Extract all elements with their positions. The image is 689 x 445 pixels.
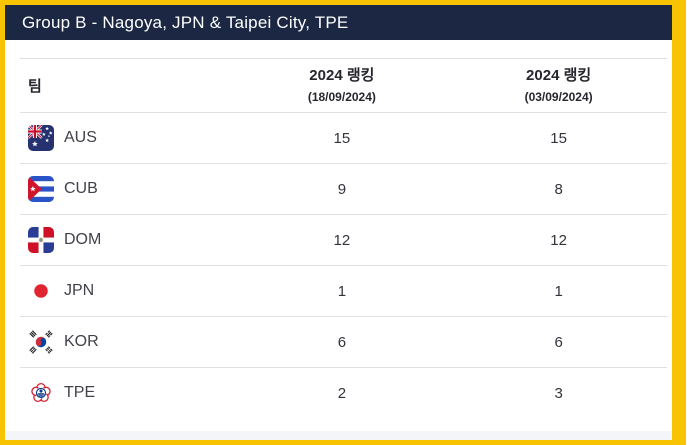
rank-previous: 15: [450, 112, 667, 164]
tpe-flag-icon: [28, 380, 54, 406]
panel-title: Group B - Nagoya, JPN & Taipei City, TPE: [22, 12, 349, 32]
team-cell: KOR: [20, 316, 234, 368]
team-code: JPN: [64, 282, 95, 299]
column-header-team: 팀: [20, 58, 234, 113]
rank-current: 12: [233, 214, 451, 266]
team-code: TPE: [64, 384, 96, 401]
rank-current: 15: [233, 112, 451, 164]
team-cell: JPN: [20, 265, 234, 317]
cub-flag-icon: [28, 176, 54, 202]
header-row: 팀 2024 랭킹 (18/09/2024) 2024 랭킹 (03/09/20…: [20, 58, 667, 113]
table-row: DOM 12 12: [20, 214, 667, 266]
dom-flag-icon: [28, 227, 54, 253]
team-cell: TPE: [20, 368, 234, 419]
rank-current: 2: [337, 384, 347, 402]
team-code: KOR: [64, 333, 99, 350]
rank-previous: 3: [554, 384, 563, 402]
rank-previous: 1: [450, 265, 667, 317]
team-code: DOM: [64, 231, 102, 248]
rank-current: 1: [233, 265, 451, 317]
team-code: AUS: [64, 129, 97, 146]
column-header-rank-current: 2024 랭킹 (18/09/2024): [233, 58, 451, 113]
team-cell: DOM: [20, 214, 234, 266]
column-header-rank-previous-date: (03/09/2024): [524, 89, 593, 104]
rank-current: 6: [233, 316, 451, 368]
team-cell: AUS: [20, 112, 234, 164]
table-row: JPN 1 1: [20, 265, 667, 317]
table-row: AUS 15 15: [20, 112, 667, 164]
column-header-rank-previous-label: 2024 랭킹: [526, 67, 592, 85]
rankings-table-body: AUS 15 15 CUB 9 8 DOM 12 12: [20, 112, 667, 419]
kor-flag-icon: [28, 329, 54, 355]
rank-current: 9: [233, 163, 451, 215]
column-header-rank-previous: 2024 랭킹 (03/09/2024): [450, 58, 667, 113]
column-header-rank-current-date: (18/09/2024): [307, 89, 376, 104]
rank-previous: 6: [450, 316, 667, 368]
table-row: TPE 2 3: [20, 368, 667, 419]
table-row: KOR 6 6: [20, 316, 667, 368]
rankings-table: 팀 2024 랭킹 (18/09/2024) 2024 랭킹 (03/09/20…: [20, 58, 667, 418]
panel-header: Group B - Nagoya, JPN & Taipei City, TPE: [5, 5, 672, 40]
rank-previous: 12: [450, 214, 667, 266]
table-row: CUB 9 8: [20, 163, 667, 215]
column-header-rank-current-label: 2024 랭킹: [309, 67, 375, 85]
aus-flag-icon: [28, 125, 54, 151]
team-code: CUB: [64, 180, 98, 197]
jpn-flag-icon: [28, 278, 54, 304]
team-cell: CUB: [20, 163, 234, 215]
page-footer-strip: [5, 431, 672, 440]
rankings-table-head: 팀 2024 랭킹 (18/09/2024) 2024 랭킹 (03/09/20…: [20, 58, 667, 113]
rank-previous: 8: [450, 163, 667, 215]
